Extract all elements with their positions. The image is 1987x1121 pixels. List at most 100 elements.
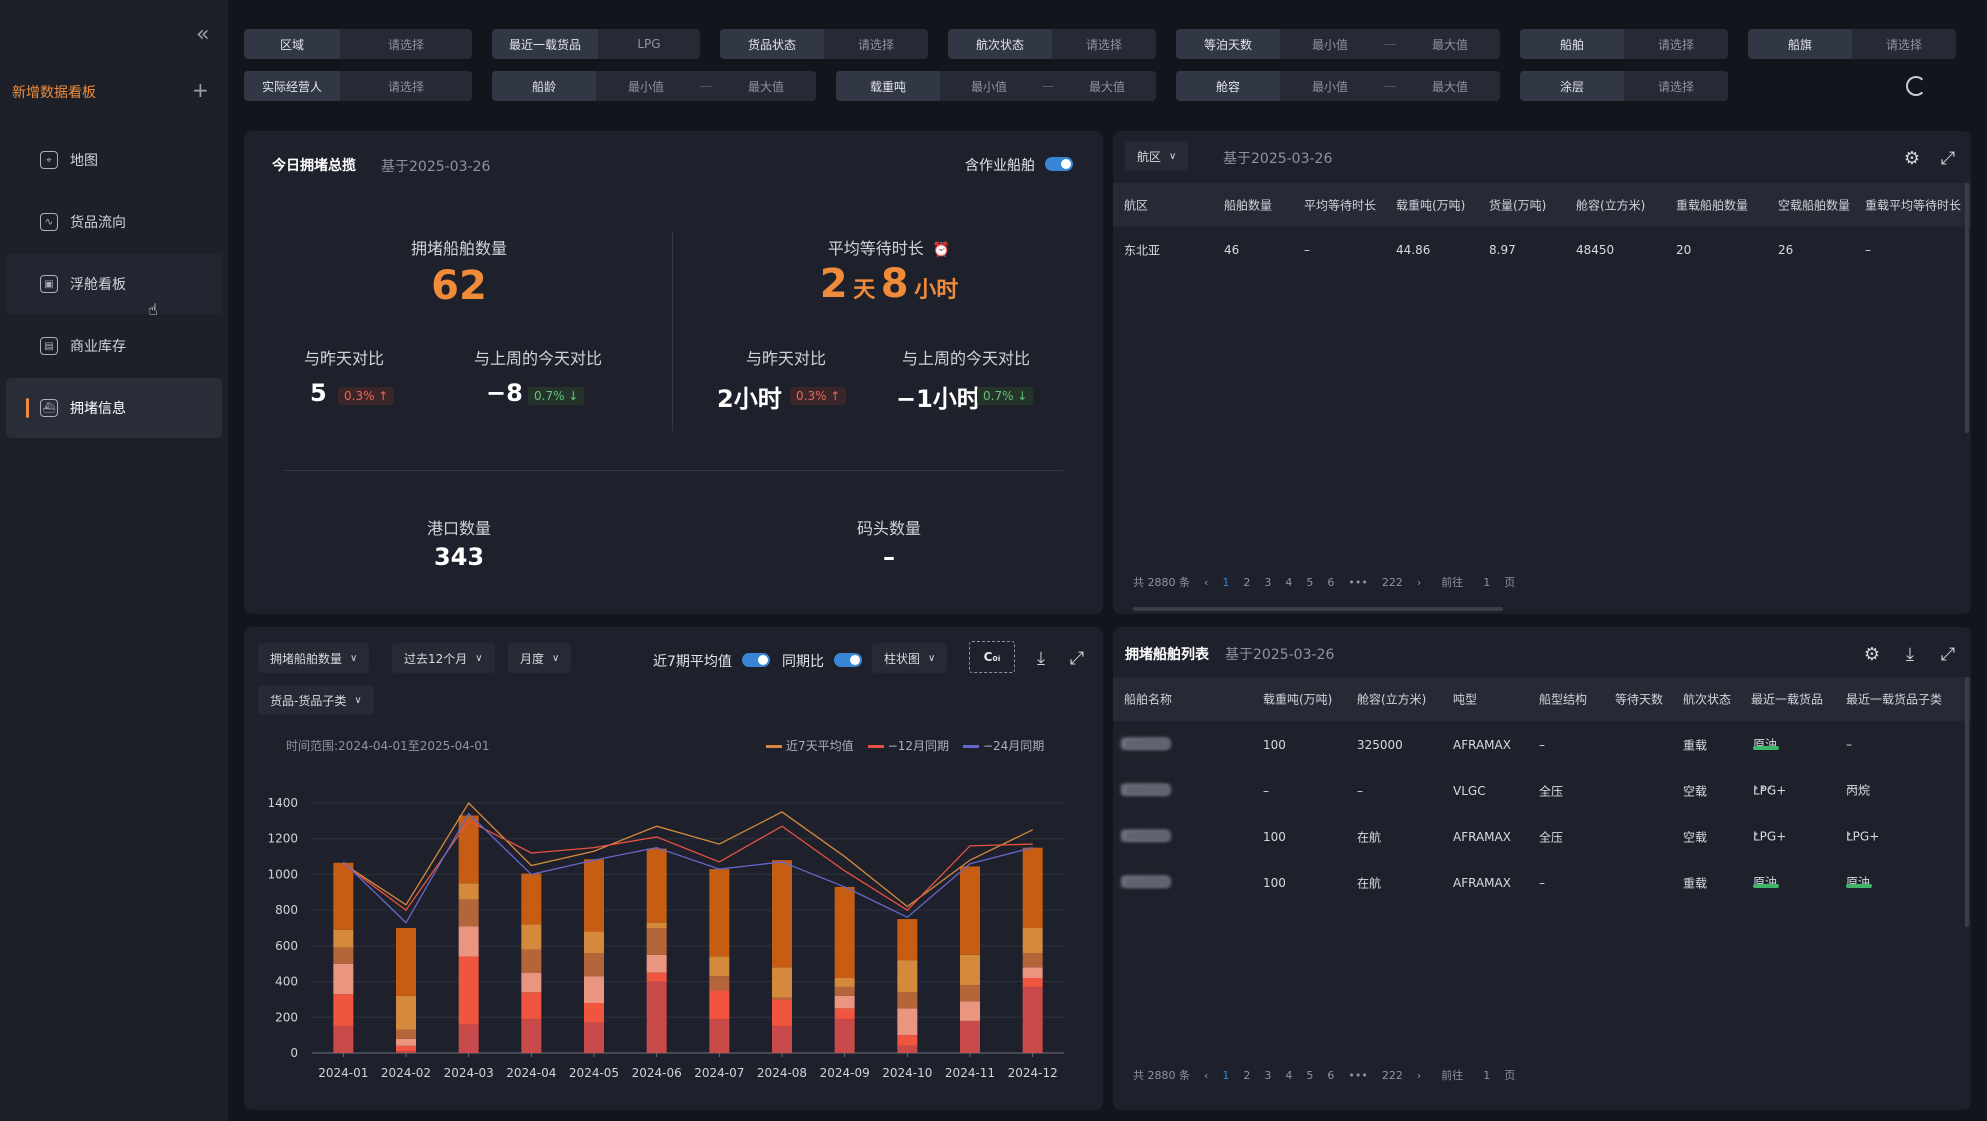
page-ellipsis[interactable]: ••• [1348, 1068, 1368, 1082]
filter-dwt[interactable]: 载重吨 最小值 — 最大值 [836, 71, 1156, 101]
avg7-toggle[interactable] [742, 653, 770, 667]
sidebar-item-inventory[interactable]: ▤ 商业库存 [6, 316, 222, 376]
range-dropdown[interactable]: 过去12个月 ∨ [392, 643, 495, 673]
filter-min[interactable]: 最小值 [1311, 37, 1348, 52]
cell: 在航 [1357, 830, 1382, 845]
filter-capacity[interactable]: 舱容 最小值 — 最大值 [1176, 71, 1500, 101]
filter-max[interactable]: 最大值 [1431, 79, 1468, 94]
page-1[interactable]: 1 [1222, 1068, 1230, 1082]
filter-cargo-status[interactable]: 货品状态 请选择 [720, 29, 928, 59]
settings-gear-icon[interactable]: ⚙ [1863, 643, 1881, 665]
cell: 48450 [1576, 243, 1615, 257]
download-icon[interactable]: ⤓ [1037, 647, 1045, 669]
settings-gear-icon[interactable]: ⚙ [1903, 147, 1921, 169]
page-5[interactable]: 5 [1306, 1068, 1314, 1082]
page-last[interactable]: 222 [1381, 1068, 1403, 1082]
page-ellipsis[interactable]: ••• [1348, 575, 1368, 589]
fullscreen-icon[interactable]: ⤢ [1069, 647, 1085, 669]
sidebar-item-map[interactable]: ⌖ 地图 [6, 130, 222, 190]
legend-item[interactable]: 近7天平均值 [766, 737, 854, 754]
table-row[interactable]: 东北亚 46 – 44.86 8.97 48450 20 26 – [1113, 227, 1971, 273]
filter-region[interactable]: 区域 请选择 [244, 29, 472, 59]
cargo-indicator-bar [1753, 884, 1779, 888]
goto-page-input[interactable]: 1 [1483, 575, 1491, 589]
collapse-sidebar-icon[interactable]: ‹‹ [196, 22, 209, 47]
next-page-icon[interactable]: › [1416, 575, 1422, 589]
filter-berth-wait-days[interactable]: 等泊天数 最小值 — 最大值 [1176, 29, 1500, 59]
filter-value[interactable]: 请选择 [387, 37, 424, 52]
sidebar-item-label: 商业库存 [70, 339, 126, 355]
filter-min[interactable]: 最小值 [627, 79, 664, 94]
filter-max[interactable]: 最大值 [1088, 79, 1125, 94]
filter-coating[interactable]: 涂层 请选择 [1520, 71, 1728, 101]
fullscreen-icon[interactable]: ⤢ [1940, 643, 1956, 665]
filter-ship[interactable]: 船舶 请选择 [1520, 29, 1728, 59]
filter-value[interactable]: 请选择 [1885, 37, 1922, 52]
metric-dropdown[interactable]: 拥堵船舶数量 ∨ [258, 643, 370, 673]
page-3[interactable]: 3 [1264, 1068, 1272, 1082]
congestion-icon: ⛴ [40, 399, 58, 417]
page-4[interactable]: 4 [1285, 1068, 1293, 1082]
bar-segment [458, 883, 479, 900]
filter-ship-age[interactable]: 船龄 最小值 — 最大值 [492, 71, 816, 101]
include-working-ships-toggle[interactable] [1045, 157, 1073, 171]
chart-type-dropdown[interactable]: 柱状图 ∨ [872, 643, 948, 673]
filter-max[interactable]: 最大值 [747, 79, 784, 94]
sidebar-item-cargo-flow[interactable]: ∿ 货品流向 [6, 192, 222, 252]
filter-label: 载重吨 [836, 71, 940, 101]
yoy-toggle[interactable] [834, 653, 862, 667]
legend-item[interactable]: −24月同期 [962, 737, 1044, 754]
cell: – [1357, 784, 1363, 798]
page-6[interactable]: 6 [1327, 1068, 1335, 1082]
sidebar-item-congestion[interactable]: ⛴ 拥堵信息 [6, 378, 222, 438]
fullscreen-icon[interactable]: ⤢ [1940, 147, 1956, 169]
refresh-icon[interactable] [1906, 76, 1926, 96]
page-3[interactable]: 3 [1264, 575, 1272, 589]
page-2[interactable]: 2 [1243, 1068, 1251, 1082]
category-dropdown[interactable]: 货品-货品子类 ∨ [258, 685, 374, 715]
download-icon[interactable]: ⤓ [1906, 643, 1914, 665]
x-tick-label: 2024-10 [882, 1066, 932, 1080]
filter-flag[interactable]: 船旗 请选择 [1748, 29, 1956, 59]
region-dropdown[interactable]: 航区 ∨ [1125, 141, 1189, 171]
horizontal-scrollbar[interactable] [1133, 607, 1503, 611]
filter-min[interactable]: 最小值 [1311, 79, 1348, 94]
overview-date: 基于2025-03-26 [381, 159, 491, 175]
filter-min[interactable]: 最小值 [970, 79, 1007, 94]
filter-value[interactable]: 请选择 [1657, 37, 1694, 52]
page-2[interactable]: 2 [1243, 575, 1251, 589]
page-last[interactable]: 222 [1381, 575, 1403, 589]
next-page-icon[interactable]: › [1416, 1068, 1422, 1082]
sidebar-item-floating-storage[interactable]: ▣ 浮舱看板 [6, 254, 222, 314]
bar-segment [709, 869, 730, 957]
add-dashboard-icon[interactable]: + [192, 78, 209, 102]
prev-page-icon[interactable]: ‹ [1204, 1068, 1209, 1082]
filter-voyage-status[interactable]: 航次状态 请选择 [948, 29, 1156, 59]
alarm-clock-icon[interactable]: ⏰ [932, 242, 951, 258]
legend-item[interactable]: −12月同期 [867, 737, 949, 754]
page-4[interactable]: 4 [1285, 575, 1293, 589]
filter-value[interactable]: 请选择 [1085, 37, 1122, 52]
filter-max[interactable]: 最大值 [1431, 37, 1468, 52]
filter-value[interactable]: 请选择 [1657, 79, 1694, 94]
granularity-dropdown[interactable]: 月度 ∨ [508, 643, 572, 673]
page-1[interactable]: 1 [1222, 575, 1230, 589]
page-6[interactable]: 6 [1327, 575, 1335, 589]
filter-value[interactable]: LPG [637, 37, 661, 51]
ai-analysis-icon[interactable]: C₀ᵢ [969, 641, 1015, 673]
sidebar-item-label: 浮舱看板 [70, 277, 126, 293]
filter-value[interactable]: 请选择 [387, 79, 424, 94]
goto-page-input[interactable]: 1 [1483, 1068, 1491, 1082]
filter-value[interactable]: 请选择 [857, 37, 894, 52]
vertical-scrollbar[interactable] [1965, 183, 1969, 433]
filter-operator[interactable]: 实际经营人 请选择 [244, 71, 472, 101]
prev-page-icon[interactable]: ‹ [1204, 575, 1209, 589]
page-5[interactable]: 5 [1306, 575, 1314, 589]
filter-last-cargo[interactable]: 最近一载货品 LPG [492, 29, 700, 59]
avg-wait-hours: 8 [880, 261, 909, 307]
vertical-scrollbar[interactable] [1965, 677, 1969, 927]
